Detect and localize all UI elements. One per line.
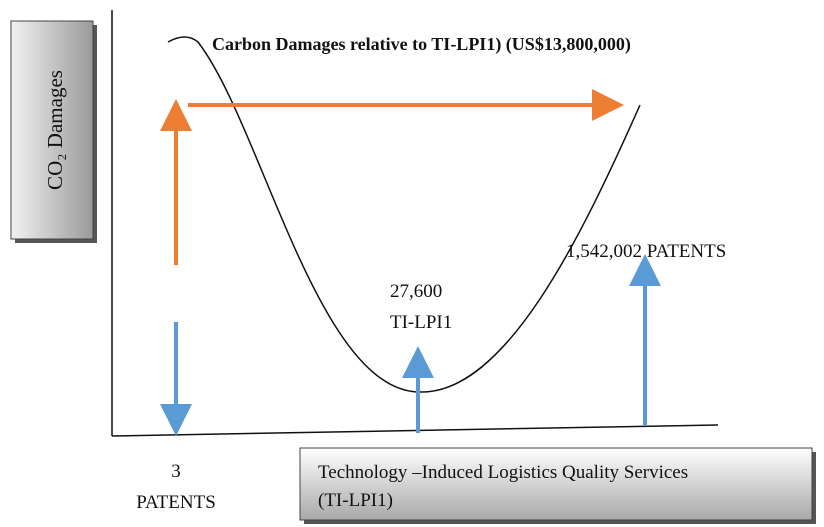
y-axis-label: CO₂ Damages — [43, 70, 67, 190]
right-label: 1,542,002 PATENTS — [566, 241, 726, 262]
x-axis — [111, 424, 719, 437]
x-axis-label: Technology –Induced Logistics Quality Se… — [318, 462, 688, 483]
x-axis-box — [299, 447, 813, 521]
x-axis-label: (TI-LPI1) — [318, 490, 393, 511]
min-name: TI-LPI1 — [390, 312, 452, 333]
damage-curve — [167, 36, 641, 393]
left-value: 3 — [171, 461, 181, 482]
y-axis-box — [10, 20, 94, 240]
title: Carbon Damages relative to TI-LPI1) (US$… — [212, 34, 631, 55]
left-unit: PATENTS — [136, 492, 216, 513]
min-value: 27,600 — [390, 281, 442, 302]
